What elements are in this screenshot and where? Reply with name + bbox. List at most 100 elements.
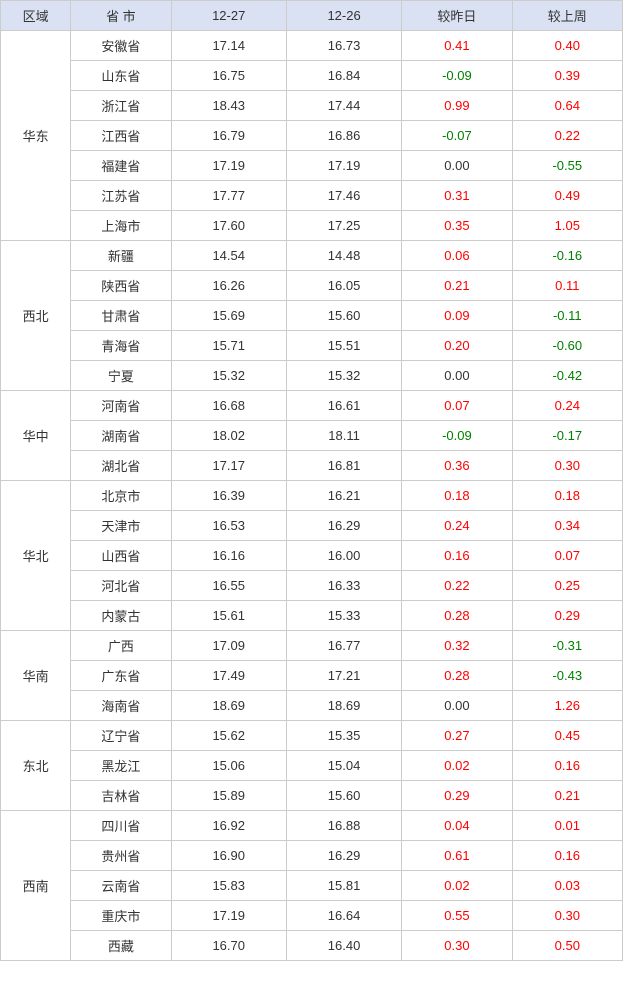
value-d26: 15.04: [286, 751, 401, 781]
delta-lastweek: 0.30: [512, 451, 622, 481]
province-cell: 天津市: [71, 511, 171, 541]
province-cell: 宁夏: [71, 361, 171, 391]
delta-lastweek: -0.31: [512, 631, 622, 661]
province-cell: 湖北省: [71, 451, 171, 481]
delta-lastweek: -0.43: [512, 661, 622, 691]
value-d26: 16.00: [286, 541, 401, 571]
province-cell: 西藏: [71, 931, 171, 961]
delta-yesterday: 0.09: [402, 301, 512, 331]
header-d26: 12-26: [286, 1, 401, 31]
header-yesterday: 较昨日: [402, 1, 512, 31]
delta-lastweek: 1.05: [512, 211, 622, 241]
value-d26: 16.40: [286, 931, 401, 961]
table-row: 福建省17.1917.190.00-0.55: [1, 151, 623, 181]
delta-yesterday: 0.28: [402, 601, 512, 631]
value-d26: 17.25: [286, 211, 401, 241]
province-cell: 浙江省: [71, 91, 171, 121]
table-row: 海南省18.6918.690.001.26: [1, 691, 623, 721]
value-d27: 17.60: [171, 211, 286, 241]
value-d26: 18.11: [286, 421, 401, 451]
table-row: 广东省17.4917.210.28-0.43: [1, 661, 623, 691]
table-row: 河北省16.5516.330.220.25: [1, 571, 623, 601]
province-cell: 吉林省: [71, 781, 171, 811]
value-d26: 17.44: [286, 91, 401, 121]
table-row: 宁夏15.3215.320.00-0.42: [1, 361, 623, 391]
province-cell: 江苏省: [71, 181, 171, 211]
value-d26: 15.32: [286, 361, 401, 391]
province-cell: 海南省: [71, 691, 171, 721]
delta-lastweek: 0.16: [512, 751, 622, 781]
value-d26: 17.19: [286, 151, 401, 181]
province-cell: 安徽省: [71, 31, 171, 61]
delta-yesterday: 0.31: [402, 181, 512, 211]
delta-yesterday: 0.22: [402, 571, 512, 601]
price-table: 区域 省 市 12-27 12-26 较昨日 较上周 华东安徽省17.1416.…: [0, 0, 623, 961]
delta-yesterday: 0.06: [402, 241, 512, 271]
value-d26: 16.86: [286, 121, 401, 151]
table-row: 云南省15.8315.810.020.03: [1, 871, 623, 901]
delta-lastweek: 0.21: [512, 781, 622, 811]
table-row: 内蒙古15.6115.330.280.29: [1, 601, 623, 631]
delta-lastweek: 0.16: [512, 841, 622, 871]
delta-lastweek: -0.17: [512, 421, 622, 451]
value-d27: 18.69: [171, 691, 286, 721]
province-cell: 河南省: [71, 391, 171, 421]
delta-yesterday: 0.27: [402, 721, 512, 751]
value-d27: 16.26: [171, 271, 286, 301]
delta-yesterday: 0.00: [402, 361, 512, 391]
value-d26: 15.81: [286, 871, 401, 901]
value-d27: 14.54: [171, 241, 286, 271]
table-row: 西南四川省16.9216.880.040.01: [1, 811, 623, 841]
table-row: 青海省15.7115.510.20-0.60: [1, 331, 623, 361]
delta-lastweek: 0.50: [512, 931, 622, 961]
value-d26: 15.51: [286, 331, 401, 361]
table-body: 华东安徽省17.1416.730.410.40山东省16.7516.84-0.0…: [1, 31, 623, 961]
table-row: 山东省16.7516.84-0.090.39: [1, 61, 623, 91]
header-lastweek: 较上周: [512, 1, 622, 31]
delta-lastweek: 0.34: [512, 511, 622, 541]
region-cell: 东北: [1, 721, 71, 811]
delta-lastweek: -0.60: [512, 331, 622, 361]
delta-yesterday: 0.36: [402, 451, 512, 481]
value-d26: 16.84: [286, 61, 401, 91]
value-d27: 15.06: [171, 751, 286, 781]
value-d26: 17.21: [286, 661, 401, 691]
delta-yesterday: 0.30: [402, 931, 512, 961]
delta-yesterday: 0.99: [402, 91, 512, 121]
table-row: 华南广西17.0916.770.32-0.31: [1, 631, 623, 661]
table-row: 西北新疆14.5414.480.06-0.16: [1, 241, 623, 271]
delta-yesterday: 0.20: [402, 331, 512, 361]
value-d27: 16.79: [171, 121, 286, 151]
region-cell: 西南: [1, 811, 71, 961]
delta-yesterday: 0.24: [402, 511, 512, 541]
delta-lastweek: 0.11: [512, 271, 622, 301]
table-row: 西藏16.7016.400.300.50: [1, 931, 623, 961]
value-d27: 17.17: [171, 451, 286, 481]
value-d27: 16.68: [171, 391, 286, 421]
value-d26: 15.33: [286, 601, 401, 631]
delta-lastweek: 0.07: [512, 541, 622, 571]
value-d26: 15.35: [286, 721, 401, 751]
province-cell: 广东省: [71, 661, 171, 691]
table-row: 浙江省18.4317.440.990.64: [1, 91, 623, 121]
value-d27: 16.75: [171, 61, 286, 91]
value-d26: 16.33: [286, 571, 401, 601]
province-cell: 内蒙古: [71, 601, 171, 631]
province-cell: 上海市: [71, 211, 171, 241]
delta-lastweek: 0.64: [512, 91, 622, 121]
table-row: 东北辽宁省15.6215.350.270.45: [1, 721, 623, 751]
value-d27: 18.02: [171, 421, 286, 451]
value-d27: 15.89: [171, 781, 286, 811]
value-d26: 16.77: [286, 631, 401, 661]
delta-lastweek: 0.18: [512, 481, 622, 511]
delta-yesterday: 0.29: [402, 781, 512, 811]
value-d26: 16.05: [286, 271, 401, 301]
value-d26: 16.64: [286, 901, 401, 931]
value-d26: 15.60: [286, 301, 401, 331]
delta-lastweek: 0.49: [512, 181, 622, 211]
delta-yesterday: 0.18: [402, 481, 512, 511]
value-d26: 16.73: [286, 31, 401, 61]
province-cell: 云南省: [71, 871, 171, 901]
table-row: 华北北京市16.3916.210.180.18: [1, 481, 623, 511]
table-row: 贵州省16.9016.290.610.16: [1, 841, 623, 871]
